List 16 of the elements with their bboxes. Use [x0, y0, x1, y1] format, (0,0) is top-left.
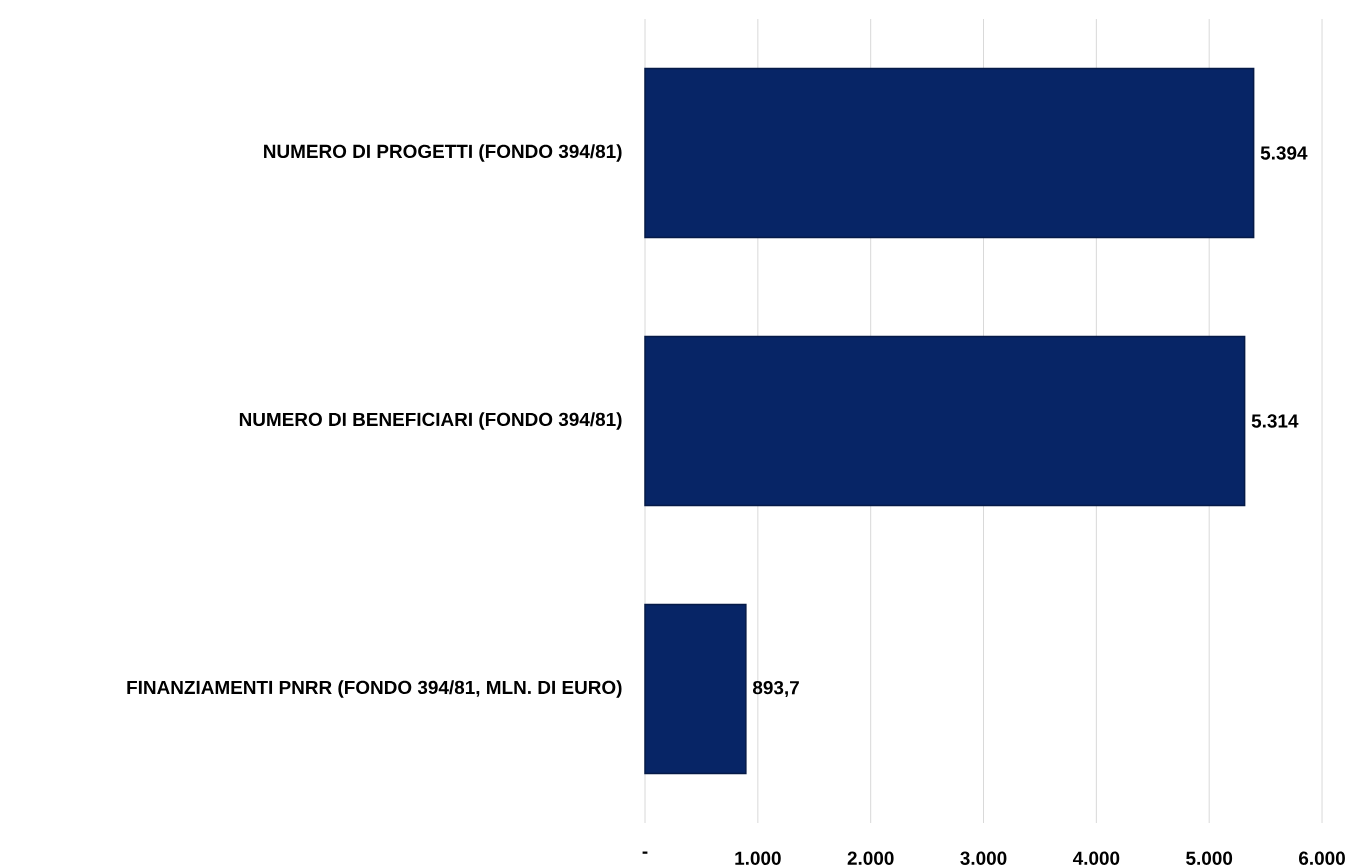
y-tick-label: NUMERO DI BENEFICIARI (FONDO 394/81)	[239, 412, 622, 430]
data-label: 893,7	[752, 680, 799, 698]
data-label: 5.394	[1260, 146, 1308, 160]
y-tick-label: NUMERO DI PROGETTI (FONDO 394/81)	[264, 144, 622, 162]
bar	[644, 603, 747, 775]
x-tick-label: 1.000	[735, 851, 781, 865]
bar	[644, 67, 1255, 239]
x-tick-label: -	[642, 851, 648, 854]
x-tick-label: 4.000	[1072, 851, 1120, 865]
y-tick-label: FINANZIAMENTI PNRR (FONDO 394/81, MLN. DI EURO)	[127, 680, 622, 698]
bar	[644, 335, 1246, 507]
data-label: 5.314	[1251, 414, 1299, 428]
x-tick-label: 6.000	[1299, 851, 1345, 865]
x-tick-label: 3.000	[960, 851, 1007, 865]
x-tick-label: 5.000	[1186, 851, 1233, 865]
x-tick-label: 2.000	[847, 851, 894, 865]
